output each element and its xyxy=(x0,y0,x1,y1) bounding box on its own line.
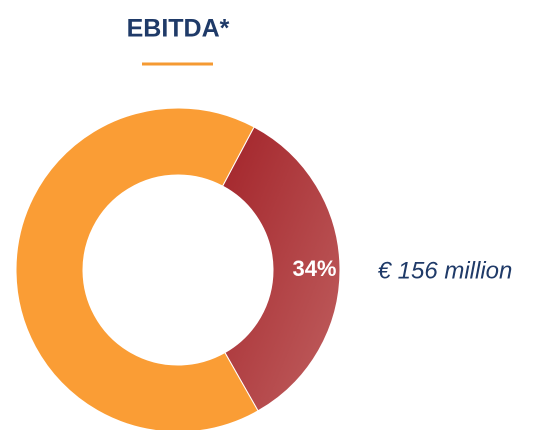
chart-title: EBITDA* xyxy=(127,15,230,43)
donut-slice xyxy=(15,107,259,430)
value-label: 34% xyxy=(292,256,336,281)
annotation: € 156 million xyxy=(378,257,513,284)
donut-slice xyxy=(221,126,341,412)
